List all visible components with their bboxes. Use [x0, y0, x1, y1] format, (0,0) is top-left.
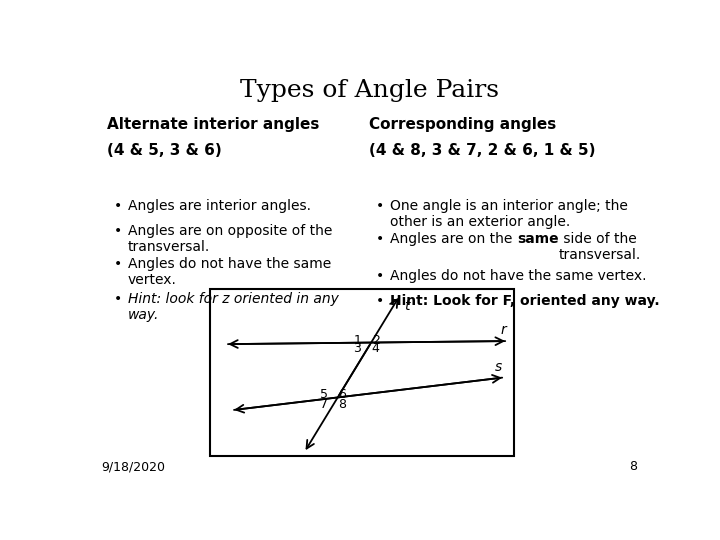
- Text: 3: 3: [354, 342, 361, 355]
- Text: Types of Angle Pairs: Types of Angle Pairs: [240, 79, 498, 103]
- Text: 6: 6: [338, 388, 346, 401]
- Text: •: •: [114, 199, 122, 213]
- Text: Corresponding angles: Corresponding angles: [369, 117, 557, 132]
- Text: s: s: [495, 360, 502, 374]
- Text: 1: 1: [354, 334, 361, 347]
- Text: 8: 8: [629, 460, 637, 473]
- Text: 8: 8: [338, 397, 346, 410]
- Text: t: t: [405, 299, 410, 313]
- Text: •: •: [376, 199, 384, 213]
- Text: same: same: [517, 232, 559, 246]
- Text: •: •: [114, 292, 122, 306]
- Text: r: r: [500, 323, 506, 337]
- Text: •: •: [376, 232, 384, 246]
- Text: •: •: [114, 224, 122, 238]
- Text: (4 & 8, 3 & 7, 2 & 6, 1 & 5): (4 & 8, 3 & 7, 2 & 6, 1 & 5): [369, 143, 595, 158]
- Text: 2: 2: [372, 334, 379, 347]
- Text: 9/18/2020: 9/18/2020: [101, 460, 165, 473]
- Text: side of the
transversal.: side of the transversal.: [559, 232, 641, 262]
- Text: 7: 7: [320, 397, 328, 410]
- Text: One angle is an interior angle; the
other is an exterior angle.: One angle is an interior angle; the othe…: [390, 199, 628, 229]
- Text: Angles are on opposite of the
transversal.: Angles are on opposite of the transversa…: [128, 224, 333, 254]
- Text: •: •: [376, 294, 384, 308]
- Text: •: •: [114, 257, 122, 271]
- Bar: [210, 289, 514, 456]
- Text: 4: 4: [372, 342, 379, 355]
- Text: (4 & 5, 3 & 6): (4 & 5, 3 & 6): [107, 143, 222, 158]
- Text: Angles are on the: Angles are on the: [390, 232, 517, 246]
- Text: •: •: [376, 269, 384, 284]
- Text: Hint: Look for F, oriented any way.: Hint: Look for F, oriented any way.: [390, 294, 660, 308]
- Text: Angles do not have the same vertex.: Angles do not have the same vertex.: [390, 269, 647, 284]
- Text: Alternate interior angles: Alternate interior angles: [107, 117, 319, 132]
- Text: Angles do not have the same
vertex.: Angles do not have the same vertex.: [128, 257, 331, 287]
- Text: 5: 5: [320, 388, 328, 401]
- Text: Angles are interior angles.: Angles are interior angles.: [128, 199, 311, 213]
- Text: Hint: look for z oriented in any
way.: Hint: look for z oriented in any way.: [128, 292, 339, 322]
